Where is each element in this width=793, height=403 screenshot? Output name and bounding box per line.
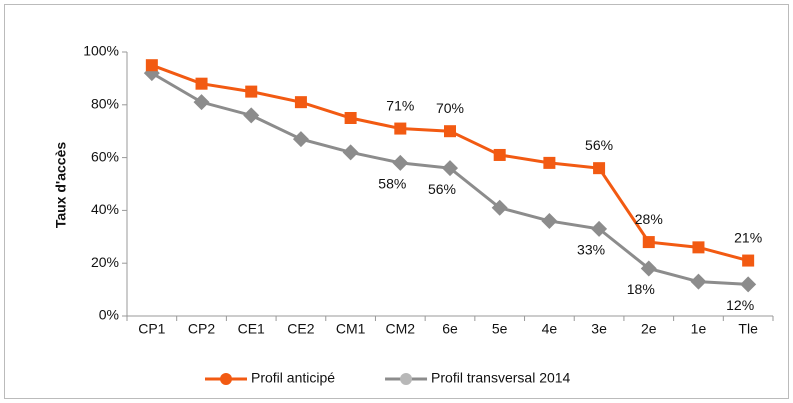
y-tick-label: 100%	[83, 43, 119, 59]
x-tick-label: CE2	[287, 321, 314, 337]
data-point	[195, 77, 208, 90]
data-point	[690, 273, 707, 290]
data-point	[593, 162, 606, 175]
data-point	[543, 156, 556, 169]
x-tick-label: 6e	[442, 321, 458, 337]
x-tick-label: Tle	[738, 321, 758, 337]
y-tick-label: 0%	[99, 307, 119, 323]
data-point	[444, 125, 456, 138]
data-label: 71%	[386, 97, 414, 113]
data-point	[243, 107, 260, 124]
x-tick-label: 4e	[542, 321, 558, 337]
legend-label: Profil transversal 2014	[431, 370, 571, 386]
x-tick-label: CP1	[138, 321, 165, 337]
data-point	[493, 148, 506, 161]
x-tick-label: CE1	[238, 321, 265, 337]
data-point	[392, 154, 409, 171]
data-point	[541, 212, 558, 229]
x-tick-label: CM2	[386, 321, 416, 337]
x-tick-label: 3e	[591, 321, 607, 337]
data-point	[642, 236, 655, 249]
chart-frame	[4, 4, 789, 399]
data-point	[491, 199, 508, 216]
data-point	[342, 144, 359, 161]
y-axis-label: Taux d'accès	[53, 142, 69, 229]
y-tick-label: 80%	[91, 96, 119, 112]
legend-marker	[220, 373, 232, 385]
y-tick-label: 60%	[91, 148, 119, 164]
data-point	[145, 59, 158, 72]
data-label: 18%	[627, 281, 655, 297]
data-point	[193, 94, 210, 111]
data-point	[344, 112, 357, 124]
x-tick-label: CM1	[336, 321, 366, 337]
data-point	[292, 131, 309, 148]
data-point	[294, 96, 307, 109]
data-label: 70%	[436, 100, 464, 116]
data-point	[740, 276, 757, 293]
data-point	[442, 160, 458, 177]
x-tick-label: 1e	[691, 321, 707, 337]
data-label: 28%	[635, 211, 663, 227]
legend-marker	[400, 373, 413, 385]
y-tick-label: 40%	[91, 201, 119, 217]
data-point	[742, 254, 755, 267]
data-label: 58%	[378, 176, 406, 192]
data-label: 33%	[577, 242, 605, 258]
x-tick-label: CP2	[188, 321, 215, 337]
data-label: 56%	[585, 137, 613, 153]
legend-label: Profil anticipé	[251, 370, 335, 386]
data-label: 12%	[726, 297, 754, 313]
data-point	[640, 260, 657, 277]
data-point	[245, 85, 258, 98]
data-point	[692, 241, 705, 254]
data-label: 56%	[428, 181, 456, 197]
data-point	[591, 220, 608, 237]
y-tick-label: 20%	[91, 254, 119, 270]
data-label: 21%	[734, 229, 762, 245]
x-tick-label: 2e	[641, 321, 657, 337]
x-tick-label: 5e	[492, 321, 508, 337]
data-point	[394, 122, 407, 135]
